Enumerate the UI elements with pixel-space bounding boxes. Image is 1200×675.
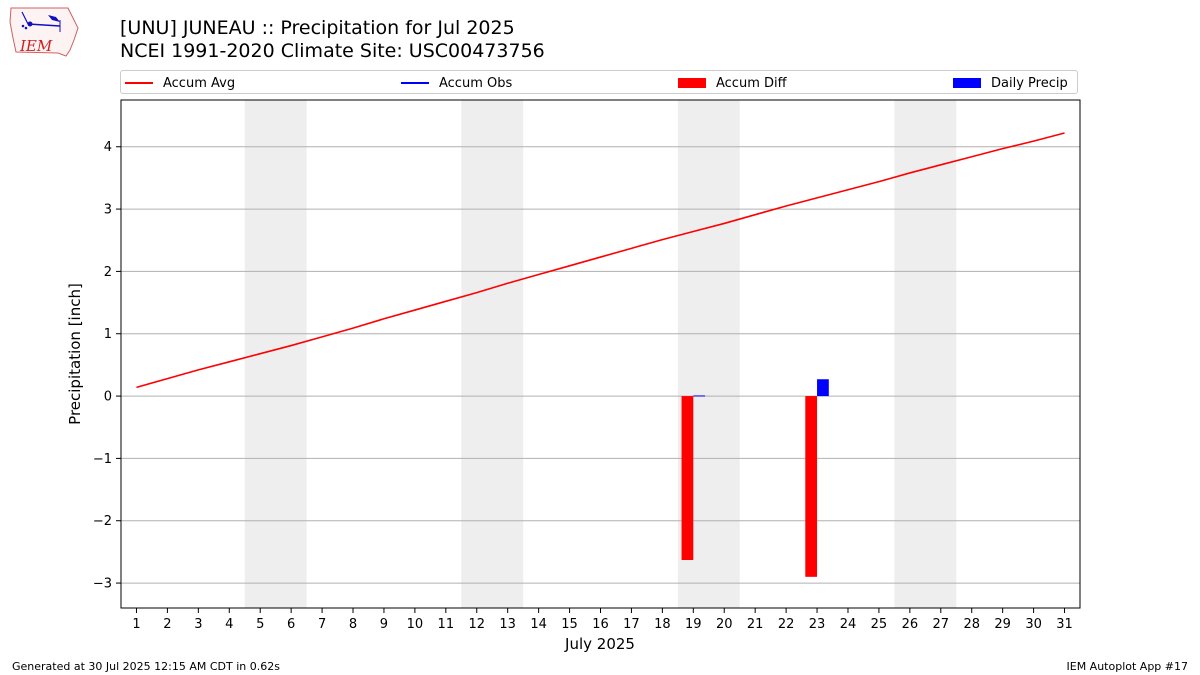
x-tick-label-27: 28 [963, 617, 980, 632]
x-tick-label-17: 18 [654, 617, 671, 632]
x-tick-label-7: 8 [349, 617, 357, 632]
bar-accum-diff-19 [681, 396, 694, 561]
x-tick-label-15: 16 [592, 617, 609, 632]
y-axis-label: Precipitation [inch] [66, 283, 84, 425]
legend-swatch-daily-precip [953, 78, 981, 88]
x-tick-label-3: 4 [225, 617, 233, 632]
footer-generated-text: Generated at 30 Jul 2025 12:15 AM CDT in… [12, 660, 280, 673]
legend: Accum Avg Accum Obs Accum Diff Daily Pre… [120, 70, 1078, 94]
x-tick-label-23: 24 [840, 617, 857, 632]
legend-label-accum-avg: Accum Avg [163, 75, 236, 91]
bar-daily-precip-23 [817, 379, 829, 397]
legend-label-accum-obs: Accum Obs [439, 75, 513, 91]
weekend-shading [244, 100, 957, 608]
x-tick-label-20: 21 [747, 617, 764, 632]
x-tick-label-4: 5 [256, 617, 264, 632]
chart-subtitle: NCEI 1991-2020 Climate Site: USC00473756 [120, 40, 545, 62]
y-gridlines [121, 146, 1080, 584]
x-tick-label-2: 3 [194, 617, 202, 632]
y-tick-label-0: −3 [93, 577, 112, 592]
x-tick-label-16: 17 [623, 617, 640, 632]
bar-daily-precip-19 [693, 395, 706, 397]
iem-logo: IEM [9, 7, 79, 57]
x-tick-label-18: 19 [685, 617, 702, 632]
y-tick-label-2: −1 [93, 452, 112, 467]
y-axis-ticks: −3 −2 −1 0 1 2 3 4 [93, 140, 121, 592]
x-tick-label-11: 12 [468, 617, 485, 632]
x-tick-label-14: 15 [561, 617, 578, 632]
weekend-band-0 [244, 100, 307, 608]
x-tick-label-13: 14 [530, 617, 547, 632]
weekend-band-1 [461, 100, 524, 608]
x-tick-label-19: 20 [716, 617, 733, 632]
bars [681, 379, 829, 577]
legend-item-accum-avg: Accum Avg [125, 74, 235, 92]
x-tick-label-29: 30 [1025, 617, 1042, 632]
legend-label-daily-precip: Daily Precip [991, 75, 1068, 91]
legend-swatch-accum-avg [125, 82, 153, 84]
lines [136, 132, 1065, 389]
y-tick-label-4: 1 [104, 327, 112, 342]
x-tick-label-0: 1 [132, 617, 140, 632]
bar-accum-diff-23 [805, 396, 818, 577]
legend-item-accum-diff: Accum Diff [678, 74, 787, 92]
chart-title: [UNU] JUNEAU :: Precipitation for Jul 20… [120, 17, 515, 39]
x-tick-label-24: 25 [871, 617, 888, 632]
x-tick-label-22: 23 [809, 617, 826, 632]
x-axis-label: July 2025 [564, 635, 635, 653]
y-tick-label-6: 3 [104, 203, 112, 218]
legend-swatch-accum-diff [678, 78, 706, 88]
x-tick-label-30: 31 [1056, 617, 1073, 632]
footer-app-text: IEM Autoplot App #17 [1066, 660, 1189, 673]
x-tick-label-21: 22 [778, 617, 795, 632]
logo-text: IEM [19, 37, 53, 55]
x-axis-ticks: 1 2 3 4 5 6 7 8 9 10 11 12 13 14 15 16 17 18 19 20 21 22 23 24 2… [132, 608, 1073, 632]
x-tick-label-12: 13 [499, 617, 516, 632]
line-accum-avg [136, 132, 1065, 389]
y-tick-label-3: 0 [104, 390, 112, 405]
legend-label-accum-diff: Accum Diff [716, 75, 787, 91]
x-tick-label-9: 10 [407, 617, 424, 632]
x-tick-label-1: 2 [163, 617, 171, 632]
legend-item-accum-obs: Accum Obs [401, 74, 512, 92]
legend-swatch-accum-obs [401, 82, 429, 84]
y-tick-label-1: −2 [93, 514, 112, 529]
x-tick-label-6: 7 [318, 617, 326, 632]
x-tick-label-26: 27 [933, 617, 950, 632]
y-tick-label-7: 4 [104, 140, 112, 155]
y-tick-label-5: 2 [104, 265, 112, 280]
x-tick-label-8: 9 [380, 617, 388, 632]
weekend-band-3 [894, 100, 957, 608]
legend-item-daily-precip: Daily Precip [953, 74, 1068, 92]
x-tick-label-10: 11 [438, 617, 455, 632]
x-tick-label-25: 26 [902, 617, 919, 632]
x-tick-label-5: 6 [287, 617, 295, 632]
x-tick-label-28: 29 [994, 617, 1011, 632]
